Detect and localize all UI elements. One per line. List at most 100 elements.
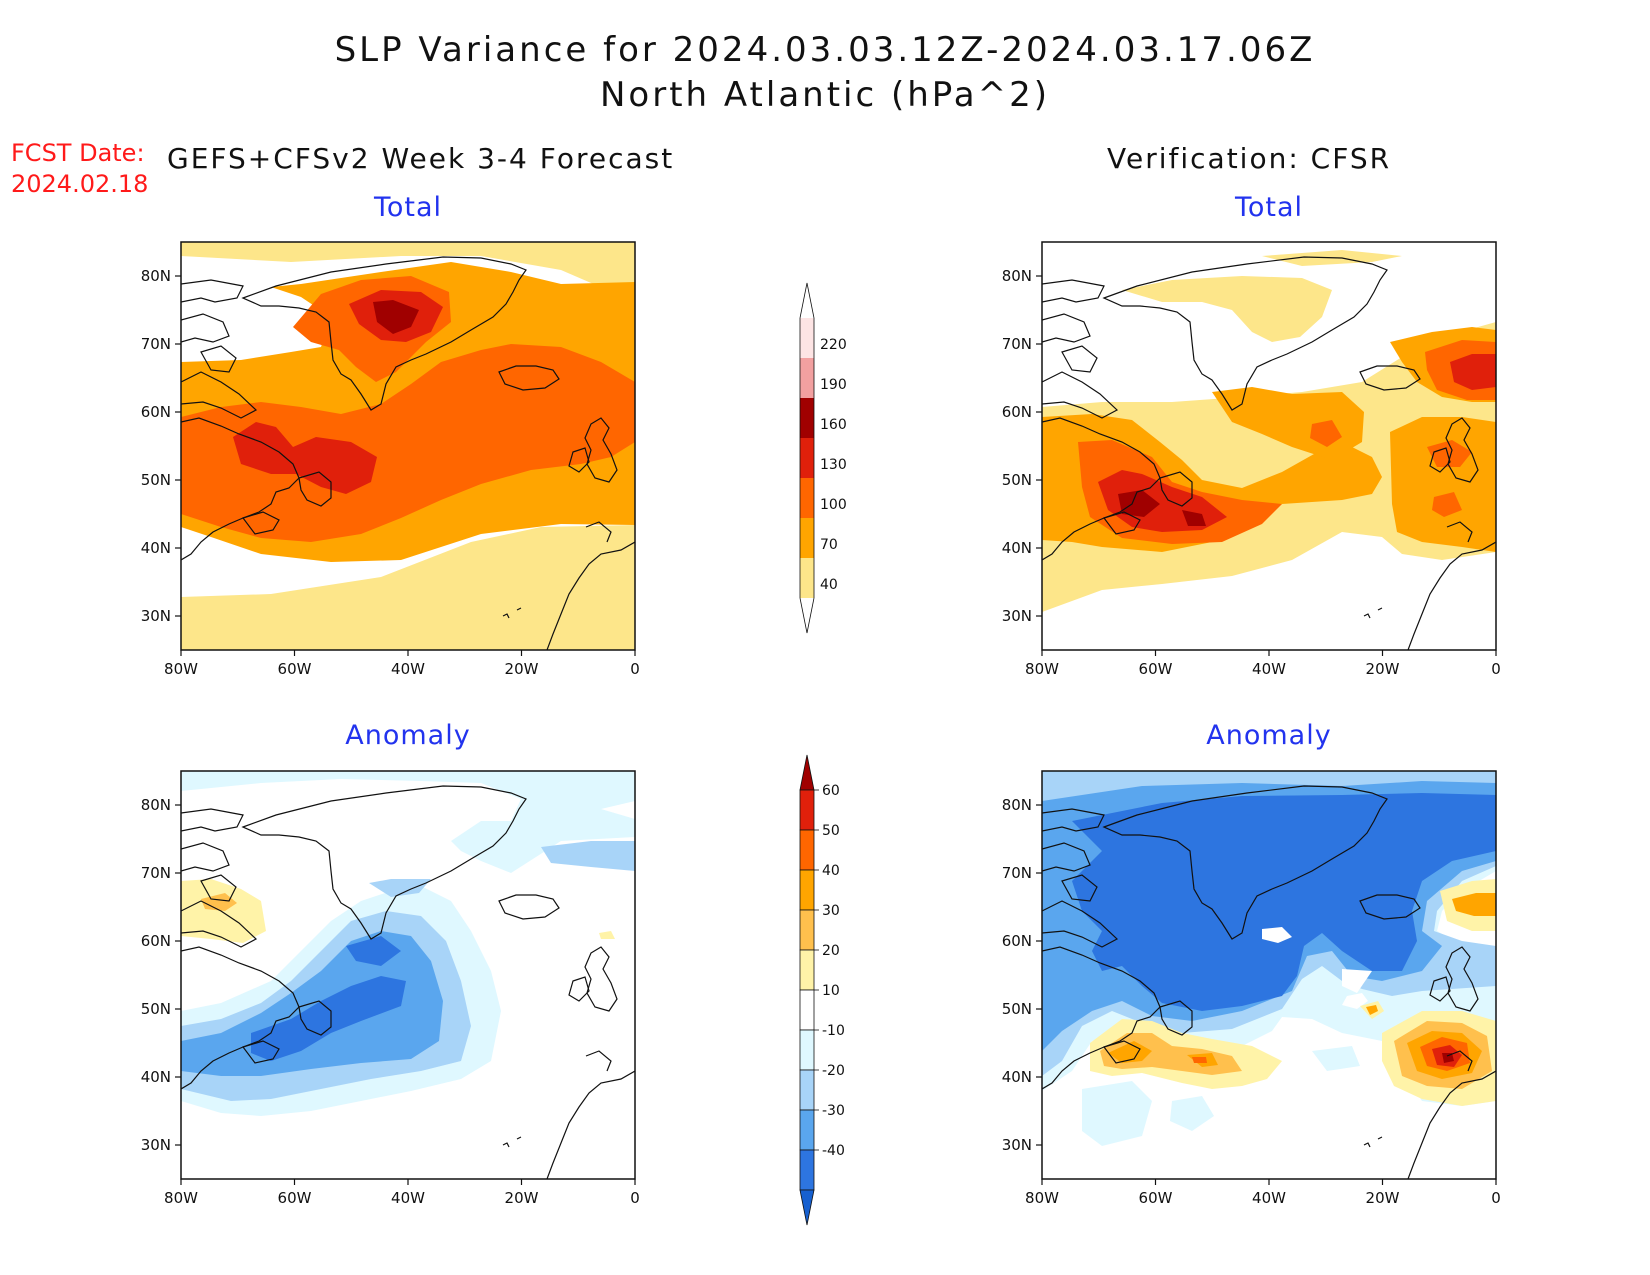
- colorbar-label: 130: [820, 457, 847, 473]
- contour-fill-9: [1342, 993, 1368, 1009]
- contour-fill-13: [1450, 354, 1496, 390]
- contour-fill-15: [1182, 510, 1206, 526]
- lon-tick-label: 40W: [391, 660, 425, 678]
- contour-fill-8: [1342, 969, 1372, 993]
- colorbar-segment: [799, 1029, 815, 1071]
- lat-tick-label: 50N: [1002, 471, 1032, 489]
- panel-title-forecast-total: Total: [373, 192, 443, 223]
- contour-fill-6: [1390, 417, 1496, 552]
- colorbar-label: 20: [822, 943, 840, 959]
- colorbar-label: 160: [820, 417, 847, 433]
- panel-title-forecast-anomaly: Anomaly: [345, 720, 471, 751]
- contour-fill-2: [1170, 1096, 1214, 1131]
- colorbar-label: 70: [820, 537, 838, 553]
- lat-tick-label: 60N: [1002, 403, 1032, 421]
- lon-tick-label: 80W: [1025, 660, 1059, 678]
- colorbar-segment: [799, 1109, 815, 1151]
- colorbar-label: -40: [822, 1143, 845, 1159]
- colorbar-total: 220 190 160 130 100 70 40: [799, 282, 847, 634]
- lon-tick-label: 20W: [505, 1189, 539, 1207]
- panel-forecast-anomaly: 80W 60W 40W 20W 0 80N 70N 60N 50N 40N 30N: [141, 770, 640, 1207]
- lon-tick-label: 20W: [505, 660, 539, 678]
- colorbar-label: 40: [820, 577, 838, 593]
- lat-tick-label: 70N: [141, 335, 171, 353]
- contour-fill-10: [599, 931, 615, 939]
- colorbar-label: 10: [822, 983, 840, 999]
- contour-fill-2: [181, 344, 635, 542]
- lon-tick-label: 60W: [1139, 1189, 1173, 1207]
- colorbar-bottom-arrow: [799, 1189, 815, 1226]
- colorbar-segment: [799, 789, 815, 831]
- panel-verification-anomaly: 80W 60W 40W 20W 0 80N 70N 60N 50N 40N 30N: [1002, 770, 1501, 1207]
- right-column-header: Verification: CFSR: [1107, 142, 1392, 175]
- main-title: SLP Variance for 2024.03.03.12Z-2024.03.…: [334, 30, 1316, 70]
- lon-tick-label: 60W: [1139, 660, 1173, 678]
- lat-tick-label: 80N: [1002, 267, 1032, 285]
- contour-fill-7: [346, 936, 401, 966]
- lon-tick-label: 20W: [1366, 660, 1400, 678]
- lat-tick-label: 30N: [1002, 1136, 1032, 1154]
- colorbar-segment: [800, 478, 814, 518]
- fcst-date-label: FCST Date:: [11, 139, 145, 167]
- contour-fill-6: [251, 976, 406, 1061]
- colorbar-top-arrow: [799, 754, 815, 791]
- contour-fill-1: [1122, 276, 1332, 342]
- colorbar-label: -20: [822, 1063, 845, 1079]
- colorbar-segment: [799, 909, 815, 951]
- contour-fill-24: [1452, 893, 1496, 916]
- contour-fill-8: [1310, 420, 1342, 447]
- colorbar-segment: [799, 1149, 815, 1191]
- contour-fill-11: [1432, 492, 1462, 517]
- contour-fill-6: [1072, 793, 1496, 1011]
- contour-fill-10: [1427, 440, 1472, 467]
- lat-tick-label: 40N: [141, 1068, 171, 1086]
- colorbar-label: 220: [820, 337, 847, 353]
- colorbar-label: 50: [822, 823, 840, 839]
- lon-tick-label: 0: [1491, 660, 1501, 678]
- lat-tick-label: 40N: [141, 539, 171, 557]
- colorbar-anomaly: 60 50 40 30 20 10 -10 -20 -30 -40: [799, 754, 845, 1226]
- lon-tick-label: 40W: [1252, 1189, 1286, 1207]
- left-column-header: GEFS+CFSv2 Week 3-4 Forecast: [167, 142, 675, 175]
- lat-tick-label: 80N: [141, 267, 171, 285]
- lat-tick-label: 50N: [1002, 1000, 1032, 1018]
- colorbar-segment: [800, 318, 814, 358]
- contour-fill-14: [1118, 490, 1160, 517]
- colorbar-label: 40: [822, 863, 840, 879]
- lat-tick-label: 60N: [141, 932, 171, 950]
- contour-fill-8: [181, 879, 266, 943]
- panel-verification-total: 80W 60W 40W 20W 0 80N 70N 60N 50N 40N 30N: [1002, 241, 1501, 678]
- lon-tick-label: 60W: [278, 660, 312, 678]
- lat-tick-label: 70N: [1002, 335, 1032, 353]
- colorbar-label: 60: [822, 783, 840, 799]
- lat-tick-label: 30N: [141, 607, 171, 625]
- colorbar-segment: [800, 518, 814, 558]
- contour-fill-16: [1366, 1005, 1378, 1015]
- colorbar-segment: [799, 989, 815, 1031]
- colorbar-label: 30: [822, 903, 840, 919]
- contour-fill-0: [181, 242, 635, 650]
- contour-fill-14: [1192, 1057, 1207, 1063]
- lon-tick-label: 0: [630, 1189, 640, 1207]
- main-subtitle: North Atlantic (hPa^2): [599, 75, 1050, 115]
- contour-fill-3: [369, 879, 431, 897]
- lat-tick-label: 70N: [141, 864, 171, 882]
- colorbar-label: 100: [820, 497, 847, 513]
- colorbar-segment: [800, 558, 814, 598]
- lon-tick-label: 80W: [164, 1189, 198, 1207]
- contour-fill-7: [1262, 927, 1292, 943]
- lon-tick-label: 0: [1491, 1189, 1501, 1207]
- lat-tick-label: 50N: [141, 471, 171, 489]
- lat-tick-label: 30N: [1002, 607, 1032, 625]
- lat-tick-label: 40N: [1002, 1068, 1032, 1086]
- colorbar-label: -10: [822, 1023, 845, 1039]
- colorbar-segment: [800, 438, 814, 478]
- lon-tick-label: 80W: [164, 660, 198, 678]
- lat-tick-label: 50N: [141, 1000, 171, 1018]
- contour-fill-0: [181, 771, 635, 873]
- colorbar-label: -30: [822, 1103, 845, 1119]
- colorbar-segment: [800, 398, 814, 438]
- lon-tick-label: 60W: [278, 1189, 312, 1207]
- colorbar-label: 190: [820, 377, 847, 393]
